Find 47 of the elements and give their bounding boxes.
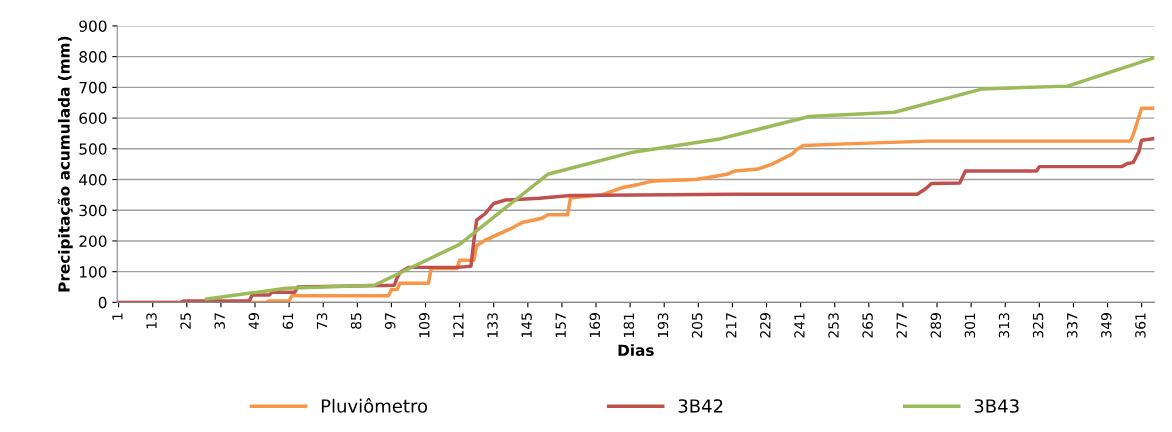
x-tick-label: 361 [1135, 313, 1146, 338]
x-tick-label: 61 [282, 313, 294, 329]
x-tick-label: 253 [828, 313, 839, 338]
y-axis-title: Precipitação acumulada (mm) [57, 36, 73, 292]
line-series [204, 56, 1155, 301]
x-tick-label: 49 [248, 313, 260, 330]
legend-label: 3B42 [678, 399, 723, 413]
y-tick-label: 200 [79, 235, 107, 247]
x-tick-label: 325 [1032, 313, 1044, 338]
x-tick-label: 337 [1066, 313, 1078, 338]
x-tick-label: 13 [146, 313, 157, 329]
y-tick-label: 700 [79, 81, 107, 94]
x-tick-label: 349 [1101, 313, 1112, 338]
y-tick-label: 800 [79, 51, 107, 63]
x-tick-label: 169 [589, 313, 601, 338]
x-tick-label: 121 [453, 313, 464, 338]
x-tick-label: 265 [862, 313, 873, 338]
x-tick-label: 205 [691, 313, 703, 338]
x-tick-label: 145 [521, 313, 532, 338]
legend-label: Pluviômetro [321, 398, 428, 413]
x-tick-label: 217 [725, 313, 737, 338]
y-tick-label: 300 [79, 204, 107, 217]
x-tick-label: 313 [998, 313, 1010, 338]
y-tick-label: 500 [79, 143, 107, 155]
x-tick-label: 229 [760, 313, 771, 338]
y-tick-label: 0 [98, 296, 107, 309]
x-tick-label: 157 [555, 313, 566, 338]
x-tick-label: 277 [896, 313, 907, 338]
x-tick-label: 1 [112, 313, 123, 320]
x-tick-label: 97 [384, 313, 396, 329]
y-tick-label: 400 [79, 173, 107, 186]
x-tick-label: 193 [657, 313, 669, 338]
x-tick-label: 37 [214, 313, 225, 329]
x-tick-label: 181 [623, 313, 635, 338]
y-tick-label: 600 [79, 112, 107, 125]
x-tick-label: 109 [419, 313, 430, 338]
legend-label: 3B43 [974, 399, 1019, 413]
x-axis-title: Dias [618, 344, 654, 357]
x-tick-label: 133 [487, 313, 498, 338]
x-tick-label: 73 [316, 313, 328, 329]
y-tick-label: 100 [79, 266, 107, 278]
x-tick-label: 241 [794, 313, 805, 338]
x-tick-label: 289 [930, 313, 942, 338]
x-tick-label: 85 [350, 313, 362, 329]
y-tick-label: 900 [79, 20, 107, 32]
x-tick-label: 25 [180, 313, 191, 329]
x-tick-label: 301 [964, 313, 976, 338]
